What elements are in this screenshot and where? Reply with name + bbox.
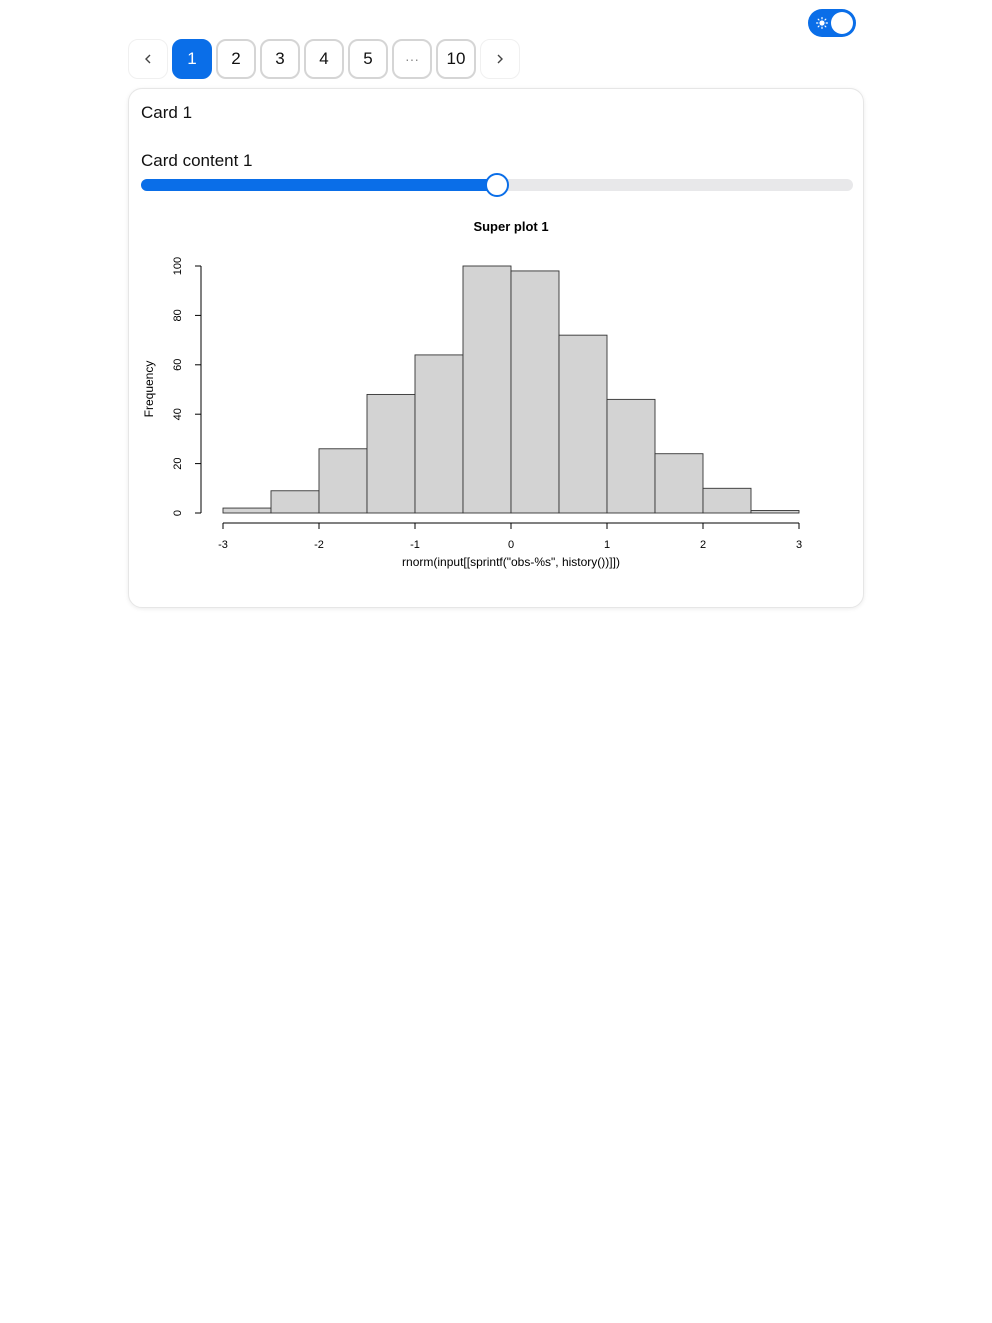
next-page-button[interactable] [480,39,520,79]
x-tick-label: -2 [314,539,324,551]
page-ellipsis-button[interactable]: ··· [392,39,432,79]
y-axis-label: Frequency [142,361,156,418]
histogram-chart: Super plot 1 -3 -2 -1 0 1 2 3 0 20 40 60 80 100 rnorm(… [142,219,802,569]
y-tick-label: 80 [172,309,184,321]
histogram-bar-10 [654,453,704,514]
histogram-bar-12 [750,510,800,514]
toggle-knob [831,12,853,34]
chevron-left-icon [145,54,151,64]
histogram-bar-8 [558,334,608,514]
card: Card 1 Card content 1 Super plot 1 -3 -2 -1… [128,88,864,608]
chevron-right-icon [497,54,503,64]
sun-icon [816,17,828,29]
page-button-5[interactable]: 5 [348,39,388,79]
x-tick-label: -1 [410,539,420,551]
page-button-1[interactable]: 1 [172,39,212,79]
histogram-bar-5 [414,354,464,514]
y-tick-label: 60 [172,359,184,371]
slider-fill [141,179,497,191]
y-tick-label: 0 [172,510,184,516]
prev-page-button[interactable] [128,39,168,79]
card-content: Card content 1 [141,151,253,170]
x-tick-label: 2 [700,539,706,551]
page-button-4[interactable]: 4 [304,39,344,79]
histogram-bar-3 [318,448,368,514]
x-tick-label: 0 [508,539,514,551]
page-button-3[interactable]: 3 [260,39,300,79]
y-tick-label: 100 [172,257,184,275]
histogram-bar-6 [462,265,512,514]
histogram-bar-7 [510,270,560,514]
y-tick-label: 20 [172,457,184,469]
x-tick-label: 1 [604,539,610,551]
slider[interactable] [141,173,853,197]
slider-thumb[interactable] [485,173,509,197]
page-button-10[interactable]: 10 [436,39,476,79]
y-tick-label: 40 [172,408,184,420]
x-tick-label: 3 [796,539,802,551]
histogram-bar-11 [702,487,752,514]
chart-title: Super plot 1 [473,219,548,234]
histogram-bar-9 [606,398,656,514]
histogram-bar-1 [222,507,272,514]
page-button-2[interactable]: 2 [216,39,256,79]
x-tick-label: -3 [218,539,228,551]
x-axis-label: rnorm(input[[sprintf("obs-%s", history()… [402,555,620,569]
card-title: Card 1 [141,103,193,122]
histogram-bar-4 [366,393,416,514]
histogram-bar-2 [270,490,320,514]
theme-toggle[interactable] [808,9,856,37]
